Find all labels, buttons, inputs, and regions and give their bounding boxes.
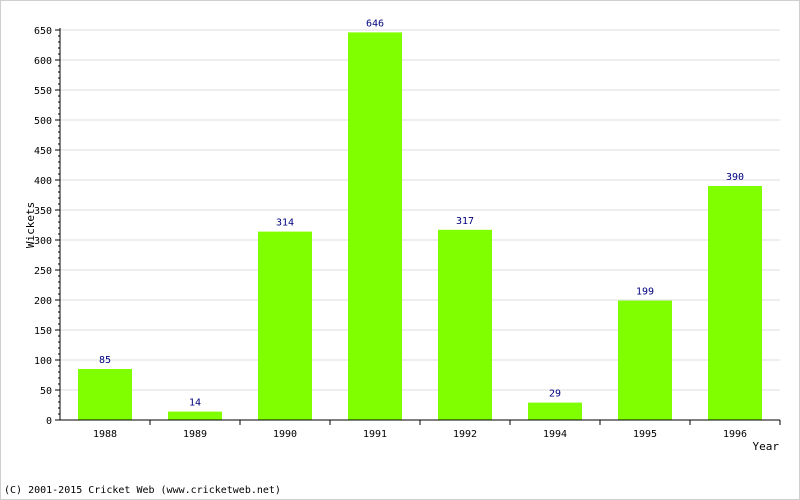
- y-tick-label-150: 150: [34, 326, 52, 337]
- data-label-1994: 29: [549, 389, 561, 400]
- x-tick-label-1988: 1988: [93, 429, 117, 440]
- y-tick-label-500: 500: [34, 116, 52, 127]
- data-label-1996: 390: [726, 172, 744, 183]
- y-tick-label-0: 0: [46, 416, 52, 427]
- copyright-footer: (C) 2001-2015 Cricket Web (www.cricketwe…: [4, 485, 281, 496]
- y-tick-label-100: 100: [34, 356, 52, 367]
- data-label-1990: 314: [276, 218, 294, 229]
- x-tick-label-1989: 1989: [183, 429, 207, 440]
- bars: [78, 32, 762, 421]
- x-tick-label-1992: 1992: [453, 429, 477, 440]
- x-tick-label-1995: 1995: [633, 429, 657, 440]
- bar-1992: [438, 229, 492, 420]
- x-tick-label-1996: 1996: [723, 429, 747, 440]
- y-tick-label-200: 200: [34, 296, 52, 307]
- data-label-1991: 646: [366, 18, 384, 29]
- y-tick-label-350: 350: [34, 206, 52, 217]
- labels: 0 50 100 150 200 250 300 350 400 450 500 550 600 650 8…: [34, 18, 747, 440]
- bar-1996: [708, 186, 762, 420]
- x-tick-label-1991: 1991: [363, 429, 387, 440]
- y-tick-label-600: 600: [34, 56, 52, 67]
- bar-1994: [528, 402, 582, 420]
- y-tick-label-50: 50: [40, 386, 52, 397]
- data-label-1995: 199: [636, 287, 654, 298]
- data-label-1992: 317: [456, 216, 474, 227]
- data-label-1988: 85: [99, 355, 111, 366]
- y-tick-label-400: 400: [34, 176, 52, 187]
- x-tick-label-1990: 1990: [273, 429, 297, 440]
- data-label-1989: 14: [189, 398, 201, 409]
- x-tick-label-1994: 1994: [543, 429, 567, 440]
- bar-1990: [258, 231, 312, 420]
- y-tick-label-450: 450: [34, 146, 52, 157]
- y-tick-label-550: 550: [34, 86, 52, 97]
- axes: [55, 28, 781, 425]
- bar-1991: [348, 32, 402, 421]
- bar-1989: [168, 411, 222, 420]
- bar-1995: [618, 300, 672, 420]
- y-tick-label-300: 300: [34, 236, 52, 247]
- y-axis-title: Wickets: [24, 202, 37, 248]
- bar-1988: [78, 369, 132, 420]
- y-tick-label-650: 650: [34, 26, 52, 37]
- x-axis-title: Year: [753, 440, 780, 453]
- y-tick-label-250: 250: [34, 266, 52, 277]
